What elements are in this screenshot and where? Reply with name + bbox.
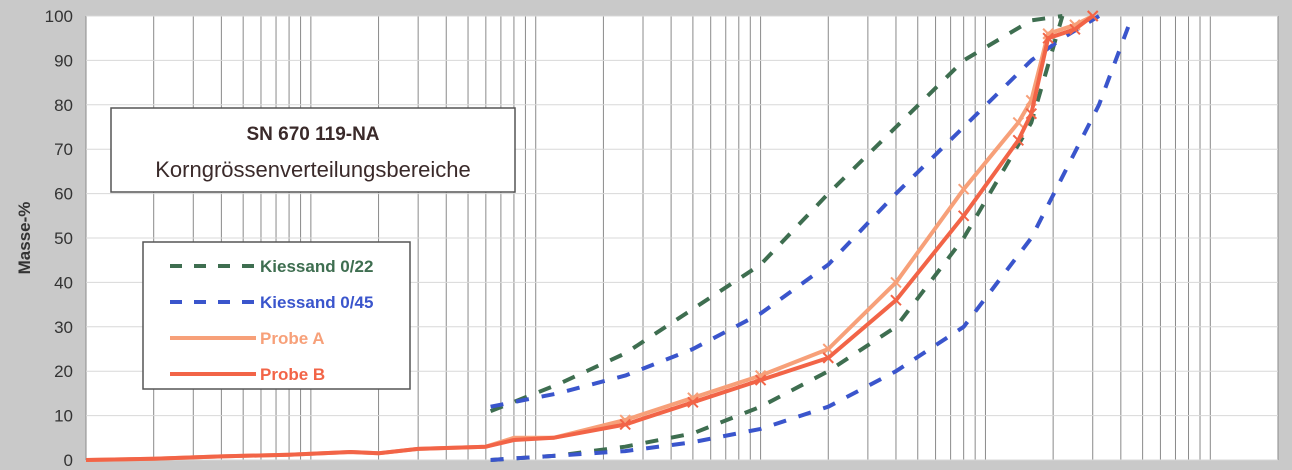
chart-title: SN 670 119-NA bbox=[246, 124, 379, 145]
legend-frame bbox=[142, 241, 411, 390]
y-tick-label: 40 bbox=[54, 273, 73, 292]
data-point-marker bbox=[1025, 107, 1038, 120]
legend-label: Kiessand 0/22 bbox=[260, 257, 373, 276]
legend-label: Probe A bbox=[260, 329, 325, 348]
chart-subtitle: Korngrössenverteilungsbereiche bbox=[155, 157, 471, 182]
y-tick-label: 0 bbox=[64, 451, 73, 470]
data-point-marker bbox=[619, 418, 631, 431]
data-point-marker bbox=[687, 396, 699, 408]
y-tick-label: 80 bbox=[54, 96, 73, 115]
data-point-marker bbox=[1012, 116, 1025, 129]
y-tick-label: 70 bbox=[54, 140, 73, 159]
y-tick-label: 100 bbox=[45, 7, 73, 26]
y-tick-labels: 0 10 20 30 40 50 60 70 80 90 100 bbox=[45, 7, 73, 470]
series-line bbox=[490, 14, 1101, 409]
series-line bbox=[490, 15, 1065, 462]
y-tick-label: 10 bbox=[54, 407, 73, 426]
y-tick-label: 60 bbox=[54, 185, 73, 204]
data-point-marker bbox=[890, 294, 902, 306]
data-point-marker bbox=[822, 343, 834, 355]
series-lines bbox=[85, 10, 1135, 462]
title-box-frame bbox=[110, 107, 516, 193]
legend-label: Probe B bbox=[260, 365, 325, 384]
series-line bbox=[489, 14, 1063, 414]
data-point-marker bbox=[1069, 23, 1081, 36]
data-point-marker bbox=[754, 374, 767, 386]
data-point-marker bbox=[1042, 32, 1054, 44]
series-line bbox=[490, 15, 1135, 462]
data-point-marker bbox=[1012, 134, 1025, 147]
y-tick-label: 50 bbox=[54, 229, 73, 248]
y-tick-label: 90 bbox=[54, 51, 73, 70]
legend-label: Kiessand 0/45 bbox=[260, 293, 373, 312]
data-point-marker bbox=[957, 210, 970, 222]
y-tick-label: 20 bbox=[54, 362, 73, 381]
data-point-marker bbox=[890, 276, 902, 289]
data-point-marker bbox=[957, 183, 970, 195]
legend: Kiessand 0/22 Kiessand 0/45 Probe A Probe B bbox=[142, 241, 411, 390]
y-tick-label: 30 bbox=[54, 318, 73, 337]
data-point-marker bbox=[822, 352, 834, 364]
y-axis-label: Masse-% bbox=[15, 202, 34, 275]
title-box: SN 670 119-NA Korngrössenverteilungsbere… bbox=[110, 107, 516, 193]
data-point-marker bbox=[1087, 10, 1099, 22]
